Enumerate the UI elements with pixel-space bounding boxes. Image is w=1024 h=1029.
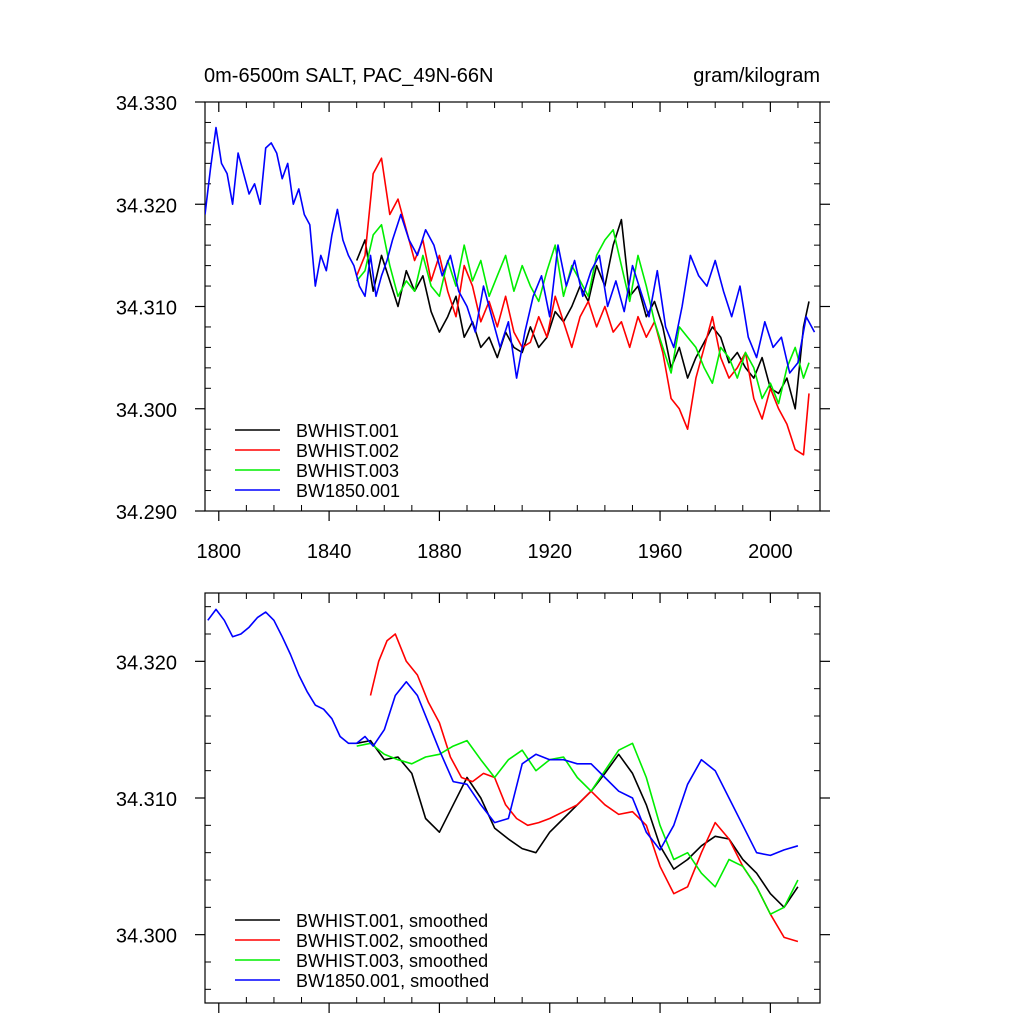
x-tick-label: 1800 — [197, 541, 242, 563]
x-tick-label: 1880 — [417, 541, 462, 563]
y-tick-label: 34.320 — [116, 652, 177, 674]
x-tick-label: 2000 — [748, 541, 793, 563]
legend-label: BWHIST.002 — [296, 441, 399, 461]
series-line-bwhist-001-smoothed — [356, 739, 799, 909]
legend-label: BWHIST.001, smoothed — [296, 911, 488, 931]
legend-label: BWHIST.003, smoothed — [296, 951, 488, 971]
legend-label: BWHIST.002, smoothed — [296, 931, 488, 951]
legend-label: BWHIST.003 — [296, 461, 399, 481]
series-line-bwhist-003-smoothed — [356, 739, 799, 916]
series-line-bwhist-003 — [356, 223, 810, 405]
y-tick-label: 34.330 — [116, 93, 177, 115]
y-tick-label: 34.310 — [116, 789, 177, 811]
top-panel: 0m-6500m SALT, PAC_49N-66N gram/kilogram… — [116, 65, 830, 563]
top-chart-units: gram/kilogram — [693, 65, 820, 87]
x-tick-label: 1960 — [638, 541, 683, 563]
y-tick-label: 34.320 — [116, 195, 177, 217]
y-tick-label: 34.300 — [116, 926, 177, 948]
y-tick-label: 34.300 — [116, 400, 177, 422]
series-group — [207, 608, 799, 943]
series-line-bw1850-001-smoothed — [207, 608, 799, 857]
y-tick-label: 34.290 — [116, 502, 177, 524]
y-tick-label: 34.310 — [116, 298, 177, 320]
series-line-bwhist-002-smoothed — [369, 633, 799, 943]
x-tick-label: 1840 — [307, 541, 352, 563]
x-tick-label: 1920 — [527, 541, 572, 563]
series-line-bw1850-001 — [205, 126, 816, 379]
series-line-bwhist-002 — [355, 157, 810, 456]
legend-label: BW1850.001, smoothed — [296, 971, 489, 991]
top-chart-title: 0m-6500m SALT, PAC_49N-66N — [204, 65, 493, 87]
legend-label: BW1850.001 — [296, 481, 400, 501]
series-group — [205, 126, 816, 456]
legend-label: BWHIST.001 — [296, 421, 399, 441]
